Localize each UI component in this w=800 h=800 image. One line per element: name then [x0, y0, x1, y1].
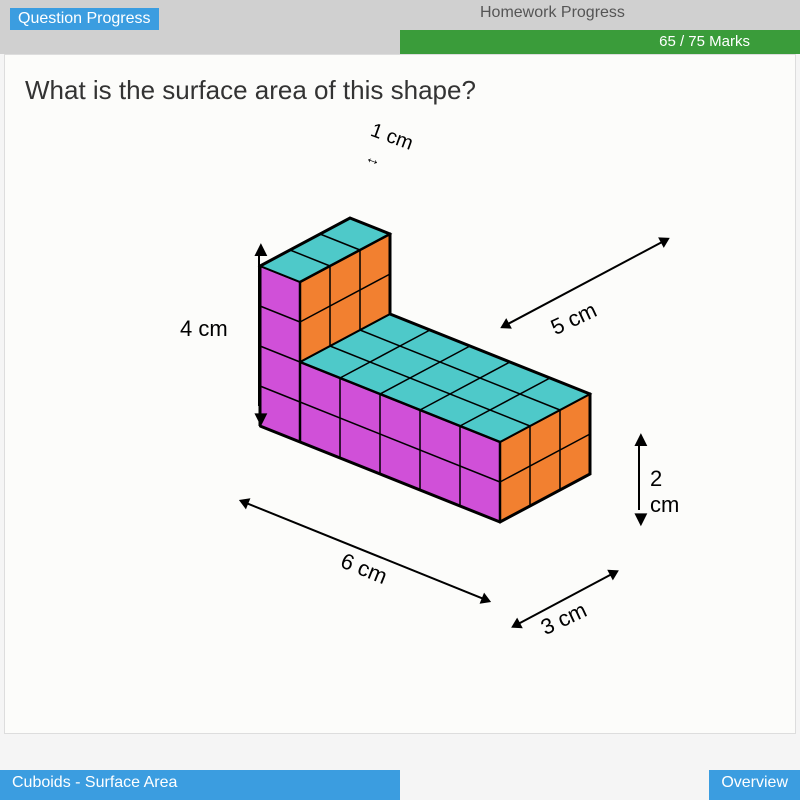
header-bar: Question Progress Homework Progress 65 /…: [0, 0, 800, 54]
footer-overview-button[interactable]: Overview: [709, 770, 800, 800]
arrow-2cm-line: [638, 442, 640, 510]
dimension-4cm: 4 cm: [180, 316, 228, 342]
arrow-2cm-up-icon: ▲: [630, 426, 652, 452]
shape-diagram: 1 cm ↔ ▲ ▼ 4 cm 5 cm ▲ ▼ 2 cm 6 cm 3 cm: [120, 116, 680, 676]
dimension-2cm: 2 cm: [650, 466, 680, 518]
homework-progress-bar: 65 / 75 Marks: [400, 30, 800, 54]
content-area: What is the surface area of this shape?: [4, 54, 796, 734]
homework-progress-label: Homework Progress: [480, 4, 625, 22]
homework-progress-section: Homework Progress 65 / 75 Marks: [400, 0, 800, 54]
question-text: What is the surface area of this shape?: [25, 75, 775, 106]
cuboid-shape: [220, 146, 640, 626]
marks-text: 65 / 75 Marks: [659, 33, 750, 50]
footer-topic[interactable]: Cuboids - Surface Area: [0, 770, 400, 800]
footer-bar: Cuboids - Surface Area Overview: [0, 770, 800, 800]
arrow-4cm-up-icon: ▲: [250, 236, 272, 262]
arrow-4cm-line: [258, 256, 260, 406]
arrow-4cm-down-icon: ▼: [250, 406, 272, 432]
question-progress-label: Question Progress: [10, 8, 159, 30]
arrow-2cm-down-icon: ▼: [630, 506, 652, 532]
